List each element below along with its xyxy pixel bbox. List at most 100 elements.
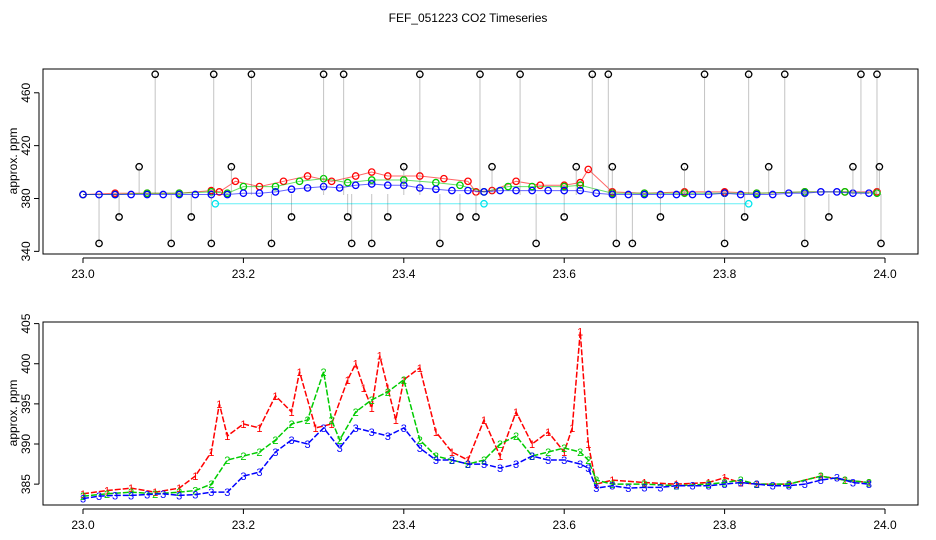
bottom-point-label-1: 1 <box>208 447 214 459</box>
top-point-ch2 <box>576 181 585 190</box>
bottom-point-label-3: 3 <box>433 455 439 467</box>
bottom-point-label-3: 3 <box>272 447 278 459</box>
bottom-point-label-3: 3 <box>449 455 455 467</box>
bottom-point-label-1: 1 <box>256 423 262 435</box>
top-point-ch3 <box>672 190 681 199</box>
top-point-ch1 <box>367 168 376 176</box>
bottom-point-label-2: 2 <box>353 407 359 419</box>
bottom-point-label-2: 2 <box>818 471 824 483</box>
bottom-point-label-3: 3 <box>160 489 166 501</box>
bottom-point-label-1: 1 <box>497 451 503 463</box>
bottom-point-label-3: 3 <box>689 481 695 493</box>
top-y-axis: 340 380 420 460 <box>19 82 40 261</box>
bottom-point-label-2: 2 <box>304 415 310 427</box>
bottom-point-label-3: 3 <box>321 423 327 435</box>
top-point-ch1 <box>327 177 336 186</box>
bottom-point-label-2: 2 <box>80 491 86 503</box>
bottom-point-label-3: 3 <box>738 478 744 490</box>
top-point-ref <box>608 162 617 171</box>
bottom-point-label-3: 3 <box>176 490 182 502</box>
top-point-ch2 <box>295 177 304 186</box>
bottom-point-label-1: 1 <box>104 486 110 498</box>
bottom-point-label-3: 3 <box>337 443 343 455</box>
bottom-point-label-2: 2 <box>104 489 110 501</box>
bottom-point-label-2: 2 <box>481 455 487 467</box>
bottom-point-label-1: 1 <box>192 471 198 483</box>
bottom-x-tick-label: 23.0 <box>71 518 95 532</box>
top-point-ch3 <box>191 190 200 199</box>
top-point-ref <box>95 239 103 248</box>
top-point-ch3 <box>800 189 809 198</box>
top-point-ref <box>472 213 480 221</box>
top-point-ch2 <box>271 182 280 191</box>
top-point-ch3 <box>865 189 873 198</box>
top-y-tick-label: 380 <box>19 188 33 208</box>
top-point-ch3 <box>640 190 649 199</box>
top-point-ch2 <box>399 176 408 184</box>
top-point-ch3 <box>736 190 745 199</box>
bottom-series-1-line <box>82 331 870 495</box>
bottom-point-label-2: 2 <box>385 387 391 399</box>
top-point-ch1 <box>576 178 585 187</box>
bottom-point-label-3: 3 <box>834 473 840 485</box>
bottom-point-label-3: 3 <box>529 451 535 463</box>
top-point-ch3 <box>608 190 617 199</box>
bottom-point-label-2: 2 <box>842 475 848 487</box>
bottom-point-label-3: 3 <box>80 494 86 506</box>
top-point-ref <box>825 213 833 221</box>
top-point-ch2 <box>528 182 536 191</box>
bottom-point-label-3: 3 <box>722 479 728 491</box>
bottom-point-label-3: 3 <box>497 463 503 475</box>
bottom-point-label-3: 3 <box>770 481 776 493</box>
top-point-ch3 <box>175 190 184 199</box>
top-point-ch1 <box>231 177 240 186</box>
bottom-point-label-2: 2 <box>329 415 335 427</box>
bottom-point-label-2: 2 <box>593 475 599 487</box>
bottom-point-label-2: 2 <box>433 451 439 463</box>
bottom-point-label-1: 1 <box>393 415 399 427</box>
bottom-point-label-2: 2 <box>256 447 262 459</box>
bottom-point-label-3: 3 <box>786 481 792 493</box>
top-point-ref <box>415 70 424 79</box>
top-x-tick-label: 24.0 <box>873 267 897 281</box>
bottom-point-label-2: 2 <box>240 451 246 463</box>
top-point-ref <box>680 162 689 171</box>
bottom-point-label-3: 3 <box>641 482 647 494</box>
bottom-point-label-2: 2 <box>128 487 134 499</box>
bottom-point-label-3: 3 <box>802 479 808 491</box>
figure-title: FEF_051223 CO2 Timeseries <box>389 11 548 25</box>
bottom-point-label-3: 3 <box>369 427 375 439</box>
bottom-point-label-3: 3 <box>144 490 150 502</box>
top-point-ch2 <box>367 176 376 184</box>
bottom-point-label-2: 2 <box>738 475 744 487</box>
top-point-ch3 <box>576 186 585 195</box>
top-point-ref <box>720 239 729 248</box>
top-point-ch3 <box>111 190 119 199</box>
bottom-point-label-2: 2 <box>337 435 343 447</box>
top-point-ch3 <box>335 184 344 192</box>
bottom-point-label-3: 3 <box>673 481 679 493</box>
top-x-tick-label: 23.0 <box>71 267 95 281</box>
top-point-ch3 <box>528 186 536 195</box>
top-point-ch3 <box>656 190 665 199</box>
top-point-ref <box>628 239 637 248</box>
top-x-tick-label: 23.8 <box>713 267 737 281</box>
bottom-point-label-1: 1 <box>369 403 375 415</box>
top-point-ref <box>764 162 773 171</box>
bottom-point-label-1: 1 <box>80 489 86 501</box>
bottom-point-label-1: 1 <box>561 447 567 459</box>
bottom-point-label-3: 3 <box>561 455 567 467</box>
top-point-ch3 <box>448 186 456 195</box>
top-point-ch3 <box>752 190 761 199</box>
top-x-axis: 23.0 23.2 23.4 23.6 23.8 24.0 <box>71 257 897 281</box>
top-ylabel: approx. ppm <box>6 128 20 195</box>
top-point-ref <box>367 239 376 248</box>
top-point-ref <box>319 70 328 79</box>
top-point-ch2 <box>560 182 569 191</box>
top-point-ch3 <box>143 190 152 199</box>
top-point-ch3 <box>223 190 232 199</box>
bottom-point-label-1: 1 <box>433 427 439 439</box>
bottom-point-label-1: 1 <box>593 479 599 491</box>
top-point-ref <box>656 213 665 221</box>
top-point-ch3 <box>207 190 216 199</box>
